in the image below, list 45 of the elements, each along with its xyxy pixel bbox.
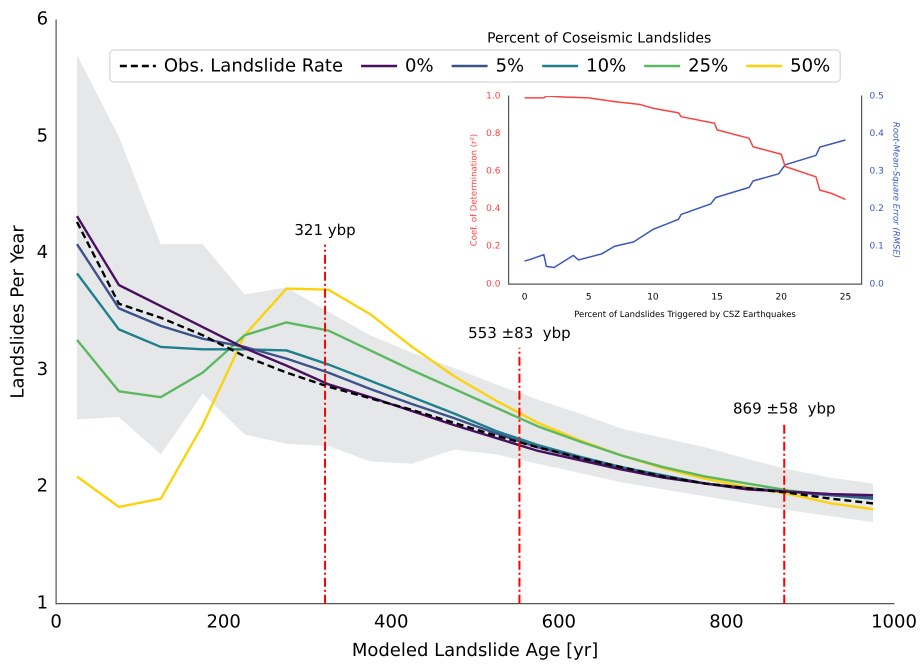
y-tick-label: 0.8 (486, 128, 501, 139)
y-axis-title: Landslides Per Year (7, 224, 28, 399)
ref-line-label: 321 ybp (294, 221, 356, 240)
y-tick-label: 4 (36, 242, 48, 264)
y-tick-label: 1.0 (486, 91, 501, 102)
ref-line-label: 869 ±58 ybp (732, 400, 836, 418)
legend-label: 10% (586, 56, 626, 77)
y-tick-label: 6 (36, 8, 48, 30)
x-tick-label: 600 (542, 611, 576, 632)
y2-tick-label: 0.0 (869, 279, 884, 290)
legend-title: Percent of Coseismic Landslides (487, 30, 712, 47)
x-axis-title: Percent of Landslides Triggered by CSZ Earthquakes (574, 310, 796, 320)
y2-tick-label: 0.4 (869, 128, 884, 139)
y-axis-title: Coef. of Determination (r²) (469, 134, 480, 246)
x-tick-label: 20 (776, 292, 788, 303)
legend-label: 5% (496, 56, 524, 77)
x-tick-label: 25 (840, 292, 852, 303)
y-tick-label: 0.6 (486, 166, 501, 177)
y-tick-label: 0.0 (486, 279, 501, 290)
x-tick-label: 1000 (871, 611, 917, 632)
y2-tick-label: 0.1 (869, 242, 884, 252)
x-tick-label: 400 (374, 611, 408, 632)
x-tick-label: 10 (647, 292, 659, 303)
y2-tick-label: 0.3 (869, 166, 884, 177)
y-tick-label: 2 (36, 476, 48, 497)
y2-axis-title: Root-Mean-Square Error (RMSE) (890, 122, 901, 258)
y2-tick-label: 0.5 (869, 91, 884, 102)
x-tick-label: 200 (206, 611, 241, 632)
legend-label: Obs. Landslide Rate (164, 56, 344, 77)
y-tick-label: 5 (36, 125, 48, 146)
y-tick-label: 0.2 (486, 242, 501, 252)
legend-label: 25% (688, 56, 728, 77)
x-tick-label: 5 (586, 292, 592, 303)
x-tick-label: 0 (522, 292, 528, 303)
y-tick-label: 1 (36, 592, 48, 614)
y-tick-label: 0.4 (486, 204, 501, 214)
x-tick-label: 0 (50, 611, 62, 632)
y-tick-label: 3 (36, 358, 48, 380)
x-tick-label: 15 (711, 292, 723, 303)
ref-line-label: 553 ±83 ybp (468, 324, 571, 342)
x-tick-label: 800 (709, 611, 744, 632)
x-axis-title: Modeled Landslide Age [yr] (352, 640, 598, 661)
legend-label: 0% (405, 56, 434, 77)
y2-tick-label: 0.2 (869, 204, 884, 214)
legend-label: 50% (790, 56, 830, 77)
